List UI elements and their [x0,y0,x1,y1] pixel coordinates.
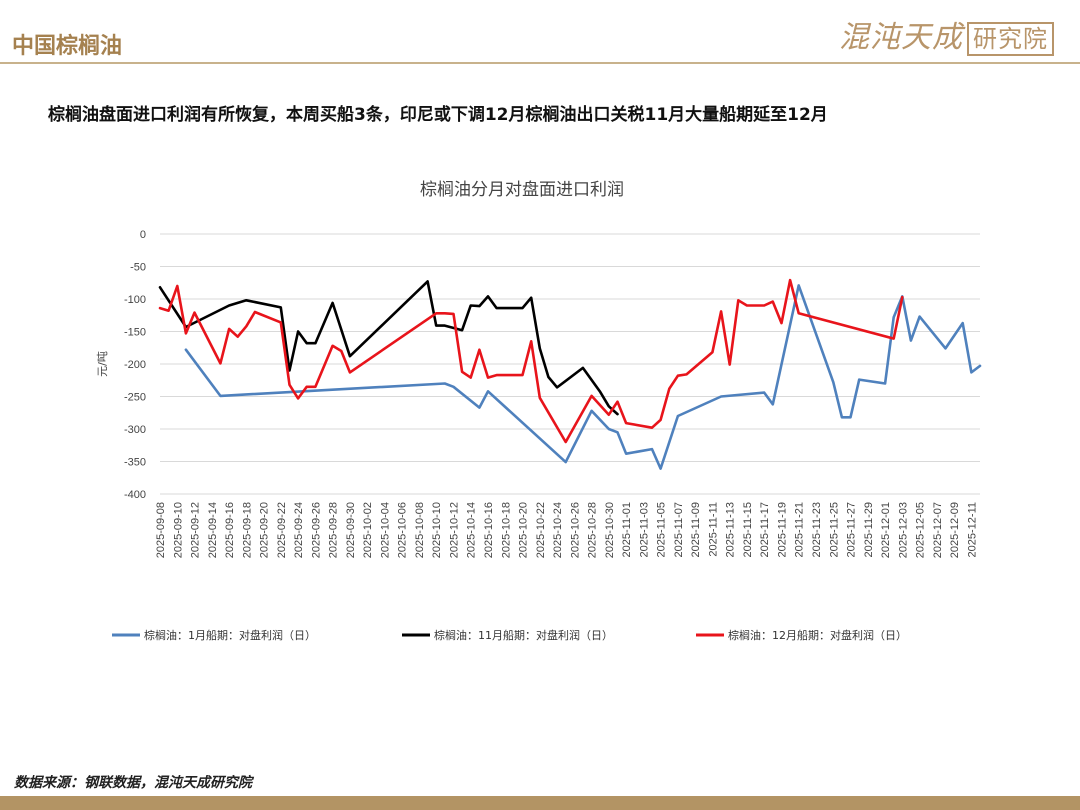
x-tick-label: 2025-11-29 [863,502,875,557]
chart-title: 棕榈油分月对盘面进口利润 [420,180,624,200]
brand-name: 混沌天成 [839,20,963,55]
x-tick-label: 2025-10-14 [466,502,478,558]
y-tick-label: -200 [124,359,146,371]
x-tick-label: 2025-12-03 [897,502,909,558]
x-tick-label: 2025-11-05 [656,502,668,557]
x-tick-label: 2025-10-12 [448,502,460,558]
x-tick-label: 2025-10-16 [483,502,495,558]
headline: 棕榈油盘面进口利润有所恢复，本周买船3条，印尼或下调12月棕榈油出口关税11月大… [48,105,828,125]
x-tick-label: 2025-09-10 [172,502,184,558]
x-tick-label: 2025-12-01 [880,502,892,558]
x-tick-label: 2025-11-21 [794,502,806,557]
x-tick-label: 2025-10-10 [431,502,443,558]
page-title: 中国棕榈油 [12,33,123,59]
x-tick-label: 2025-10-22 [535,502,547,558]
x-tick-label: 2025-11-01 [621,502,633,557]
header-divider [0,62,1080,64]
x-tick-label: 2025-10-26 [569,502,581,558]
y-tick-label: -150 [124,327,146,339]
x-tick-label: 2025-11-15 [742,502,754,557]
x-tick-label: 2025-09-28 [328,502,340,558]
data-source: 数据来源：钢联数据，混沌天成研究院 [14,775,252,791]
y-tick-label: -50 [130,262,146,274]
x-tick-label: 2025-09-08 [155,502,167,558]
x-tick-label: 2025-09-22 [276,502,288,558]
y-tick-label: -350 [124,457,146,469]
x-tick-label: 2025-11-25 [828,502,840,557]
x-tick-label: 2025-11-27 [846,502,858,557]
y-tick-label: -100 [124,294,146,306]
y-tick-label: -400 [124,489,146,501]
x-tick-label: 2025-09-16 [224,502,236,558]
x-tick-label: 2025-09-24 [293,502,305,558]
y-tick-label: 0 [140,229,146,241]
brand-logo: 混沌天成 研究院 [839,12,1054,56]
x-tick-label: 2025-09-30 [345,502,357,558]
x-tick-label: 2025-11-07 [673,502,685,557]
x-tick-label: 2025-10-30 [604,502,616,558]
x-tick-label: 2025-11-03 [638,502,650,557]
x-tick-label: 2025-10-06 [397,502,409,558]
x-tick-label: 2025-10-28 [587,502,599,558]
series-line-1 [184,284,982,470]
x-tick-label: 2025-12-05 [915,502,927,558]
x-tick-label: 2025-11-23 [811,502,823,557]
legend-label-2: 棕榈油：11月船期：对盘利润（日） [434,628,613,642]
series-line-3 [158,278,904,444]
x-tick-label: 2025-09-14 [207,502,219,558]
y-tick-label: -250 [124,392,146,404]
x-tick-label: 2025-11-09 [690,502,702,557]
x-tick-label: 2025-12-07 [932,502,944,558]
x-tick-label: 2025-10-04 [379,502,391,558]
x-tick-label: 2025-12-11 [966,502,978,557]
x-tick-label: 2025-09-18 [241,502,253,558]
x-tick-label: 2025-11-19 [776,502,788,557]
x-tick-label: 2025-12-09 [949,502,961,558]
x-tick-label: 2025-10-18 [500,502,512,558]
x-tick-label: 2025-10-20 [518,502,530,558]
x-tick-label: 2025-11-13 [725,502,737,557]
x-tick-label: 2025-11-17 [759,502,771,557]
x-tick-label: 2025-09-12 [190,502,202,558]
y-axis-label: 元/吨 [96,351,109,377]
legend-label-3: 棕榈油：12月船期：对盘利润（日） [728,628,907,642]
x-tick-label: 2025-09-26 [310,502,322,558]
x-tick-label: 2025-11-11 [707,502,719,557]
x-tick-label: 2025-09-20 [259,502,271,558]
x-tick-label: 2025-10-08 [414,502,426,558]
series-line-2 [158,280,619,416]
footer-bar [0,796,1080,810]
legend-label-1: 棕榈油：1月船期：对盘利润（日） [144,628,316,642]
brand-box: 研究院 [967,22,1054,56]
y-tick-label: -300 [124,424,146,436]
x-tick-label: 2025-10-24 [552,502,564,558]
x-tick-label: 2025-10-02 [362,502,374,558]
